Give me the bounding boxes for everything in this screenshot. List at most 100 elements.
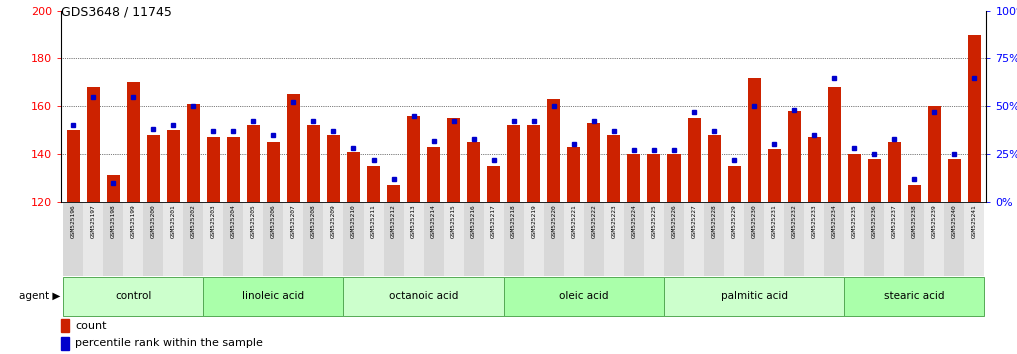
Bar (383, 202, 404, 276)
Text: GSM525224: GSM525224 (632, 204, 637, 238)
Bar (484, 202, 503, 276)
Text: GSM525220: GSM525220 (551, 204, 556, 238)
Text: GSM525235: GSM525235 (852, 204, 856, 238)
Bar (287, 94, 300, 202)
Bar (107, 176, 120, 202)
Bar (844, 277, 984, 316)
Bar (788, 111, 800, 202)
Text: GSM525237: GSM525237 (892, 204, 897, 238)
Text: octanoic acid: octanoic acid (388, 291, 459, 302)
Bar (904, 202, 924, 276)
Bar (464, 202, 484, 276)
Bar (307, 125, 320, 202)
Text: GSM525217: GSM525217 (491, 204, 496, 238)
Text: GSM525205: GSM525205 (251, 204, 256, 238)
Bar (344, 277, 503, 316)
Bar (427, 147, 440, 202)
Bar (704, 202, 724, 276)
Bar (885, 202, 904, 276)
Text: linoleic acid: linoleic acid (242, 291, 304, 302)
Text: GSM525199: GSM525199 (130, 204, 135, 238)
Bar (367, 166, 380, 202)
Bar (563, 202, 584, 276)
Bar (888, 142, 901, 202)
Text: GSM525232: GSM525232 (791, 204, 796, 238)
Bar (363, 202, 383, 276)
Bar (784, 202, 804, 276)
Bar (163, 202, 183, 276)
Text: GSM525198: GSM525198 (111, 204, 116, 238)
Bar (187, 104, 199, 202)
Text: GSM525219: GSM525219 (531, 204, 536, 238)
Text: GSM525200: GSM525200 (151, 204, 156, 238)
Bar (66, 130, 79, 202)
Bar (303, 202, 323, 276)
Bar (948, 159, 961, 202)
Bar (547, 99, 560, 202)
Bar (527, 125, 540, 202)
Bar (227, 137, 240, 202)
Bar (347, 152, 360, 202)
Bar (588, 123, 600, 202)
Text: GSM525234: GSM525234 (832, 204, 837, 238)
Bar (648, 154, 660, 202)
Text: GSM525210: GSM525210 (351, 204, 356, 238)
Text: GSM525204: GSM525204 (231, 204, 236, 238)
Bar (467, 142, 480, 202)
Bar (344, 202, 363, 276)
Bar (544, 202, 563, 276)
Bar (567, 147, 581, 202)
Text: GSM525239: GSM525239 (932, 204, 937, 238)
Bar (604, 202, 623, 276)
Bar (387, 185, 400, 202)
Bar (744, 202, 764, 276)
Bar (424, 202, 443, 276)
Text: oleic acid: oleic acid (559, 291, 608, 302)
Bar (183, 202, 203, 276)
Bar (727, 166, 740, 202)
Text: palmitic acid: palmitic acid (721, 291, 787, 302)
Text: control: control (115, 291, 152, 302)
Bar (326, 135, 340, 202)
Text: GSM525202: GSM525202 (191, 204, 195, 238)
Bar (687, 118, 701, 202)
Bar (524, 202, 544, 276)
Text: GSM525233: GSM525233 (812, 204, 817, 238)
Bar (924, 202, 945, 276)
Bar (507, 125, 521, 202)
Bar (143, 202, 163, 276)
Bar (945, 202, 964, 276)
Bar (968, 34, 981, 202)
Bar (724, 202, 744, 276)
Text: count: count (75, 321, 107, 331)
Bar (824, 202, 844, 276)
Text: GSM525227: GSM525227 (692, 204, 697, 238)
Bar (667, 154, 680, 202)
Text: GSM525208: GSM525208 (311, 204, 316, 238)
Bar (206, 137, 220, 202)
Bar (964, 202, 984, 276)
Text: GSM525211: GSM525211 (371, 204, 376, 238)
Text: GSM525201: GSM525201 (171, 204, 176, 238)
Bar (807, 137, 821, 202)
Bar (203, 277, 344, 316)
Bar (503, 277, 664, 316)
Text: GSM525223: GSM525223 (611, 204, 616, 238)
Text: GSM525231: GSM525231 (772, 204, 777, 238)
Bar (684, 202, 704, 276)
Bar (266, 142, 280, 202)
Bar (86, 87, 100, 202)
Bar (908, 185, 920, 202)
Bar (263, 202, 284, 276)
Bar (644, 202, 664, 276)
Text: agent ▶: agent ▶ (18, 291, 60, 302)
Text: GSM525228: GSM525228 (712, 204, 717, 238)
Text: GSM525212: GSM525212 (392, 204, 396, 238)
Bar (487, 166, 500, 202)
Text: GSM525207: GSM525207 (291, 204, 296, 238)
Bar (127, 82, 139, 202)
Text: GSM525229: GSM525229 (731, 204, 736, 238)
Bar (167, 130, 180, 202)
Text: GSM525225: GSM525225 (652, 204, 656, 238)
Bar (584, 202, 604, 276)
